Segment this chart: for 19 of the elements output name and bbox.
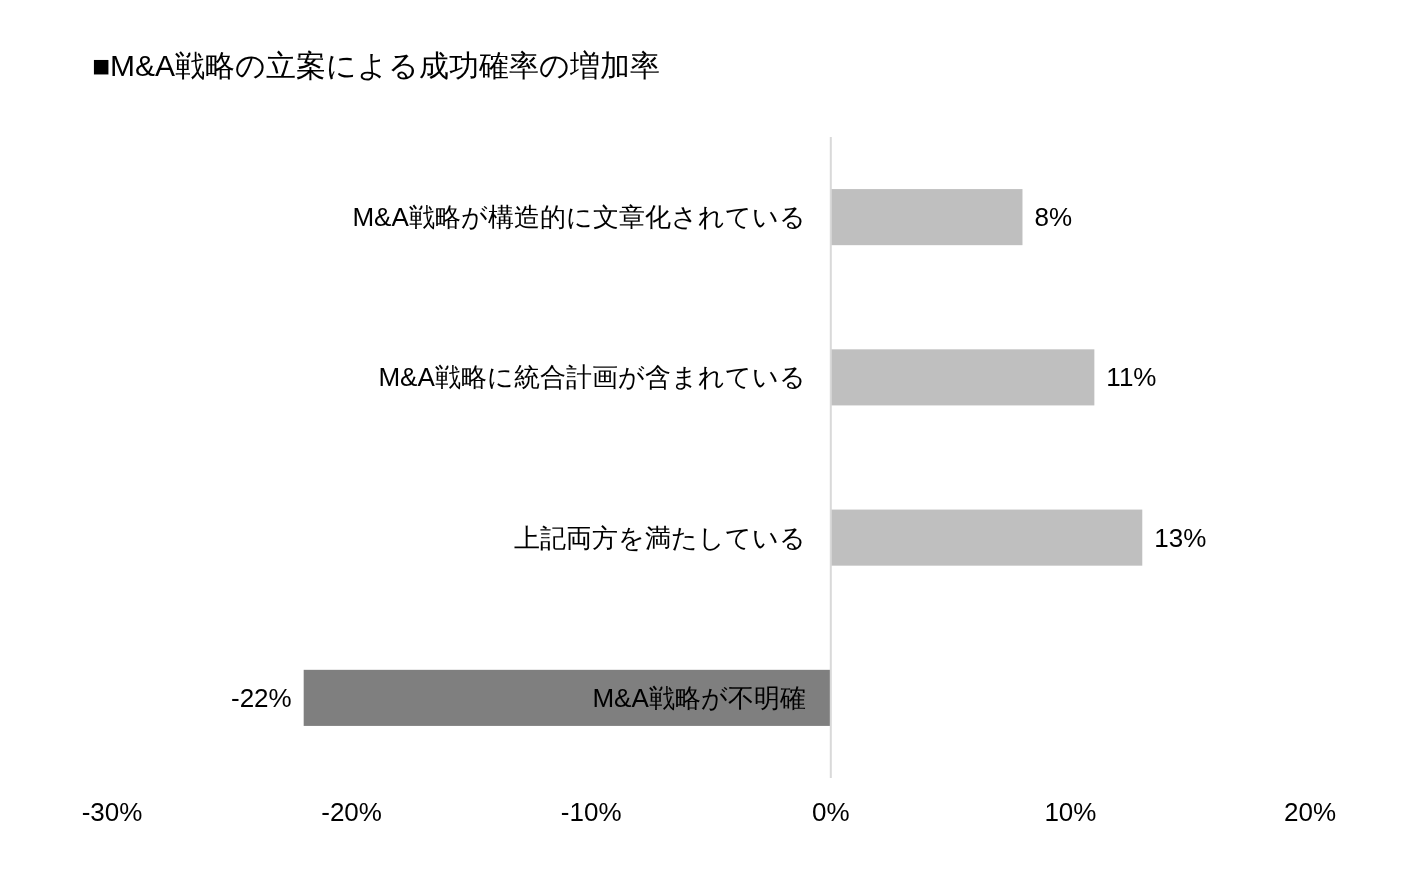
bar (830, 349, 1095, 406)
chart-title: ■M&A戦略の立案による成功確率の増加率 (92, 49, 661, 82)
bar (830, 189, 1023, 246)
bar (303, 669, 831, 726)
data-label: -22% (230, 682, 292, 713)
y-tick-label: M&A戦略が不明確 (592, 682, 806, 713)
x-tick-label: -20% (321, 797, 382, 827)
y-tick-label: M&A戦略が構造的に文章化されている (352, 202, 806, 233)
data-label: 8% (1034, 202, 1073, 233)
y-tick-label: 上記両方を満たしている (513, 522, 806, 553)
data-label: 11% (1106, 362, 1157, 393)
bar (830, 509, 1143, 566)
x-tick-label: 0% (812, 797, 850, 827)
x-tick-label: -10% (560, 797, 622, 827)
x-tick-label: 10% (1044, 797, 1097, 827)
x-tick-label: 20% (1283, 797, 1337, 827)
data-label: 13% (1154, 522, 1207, 553)
y-tick-label: M&A戦略に統合計画が含まれている (378, 362, 806, 393)
x-tick-label: -30% (81, 797, 143, 827)
